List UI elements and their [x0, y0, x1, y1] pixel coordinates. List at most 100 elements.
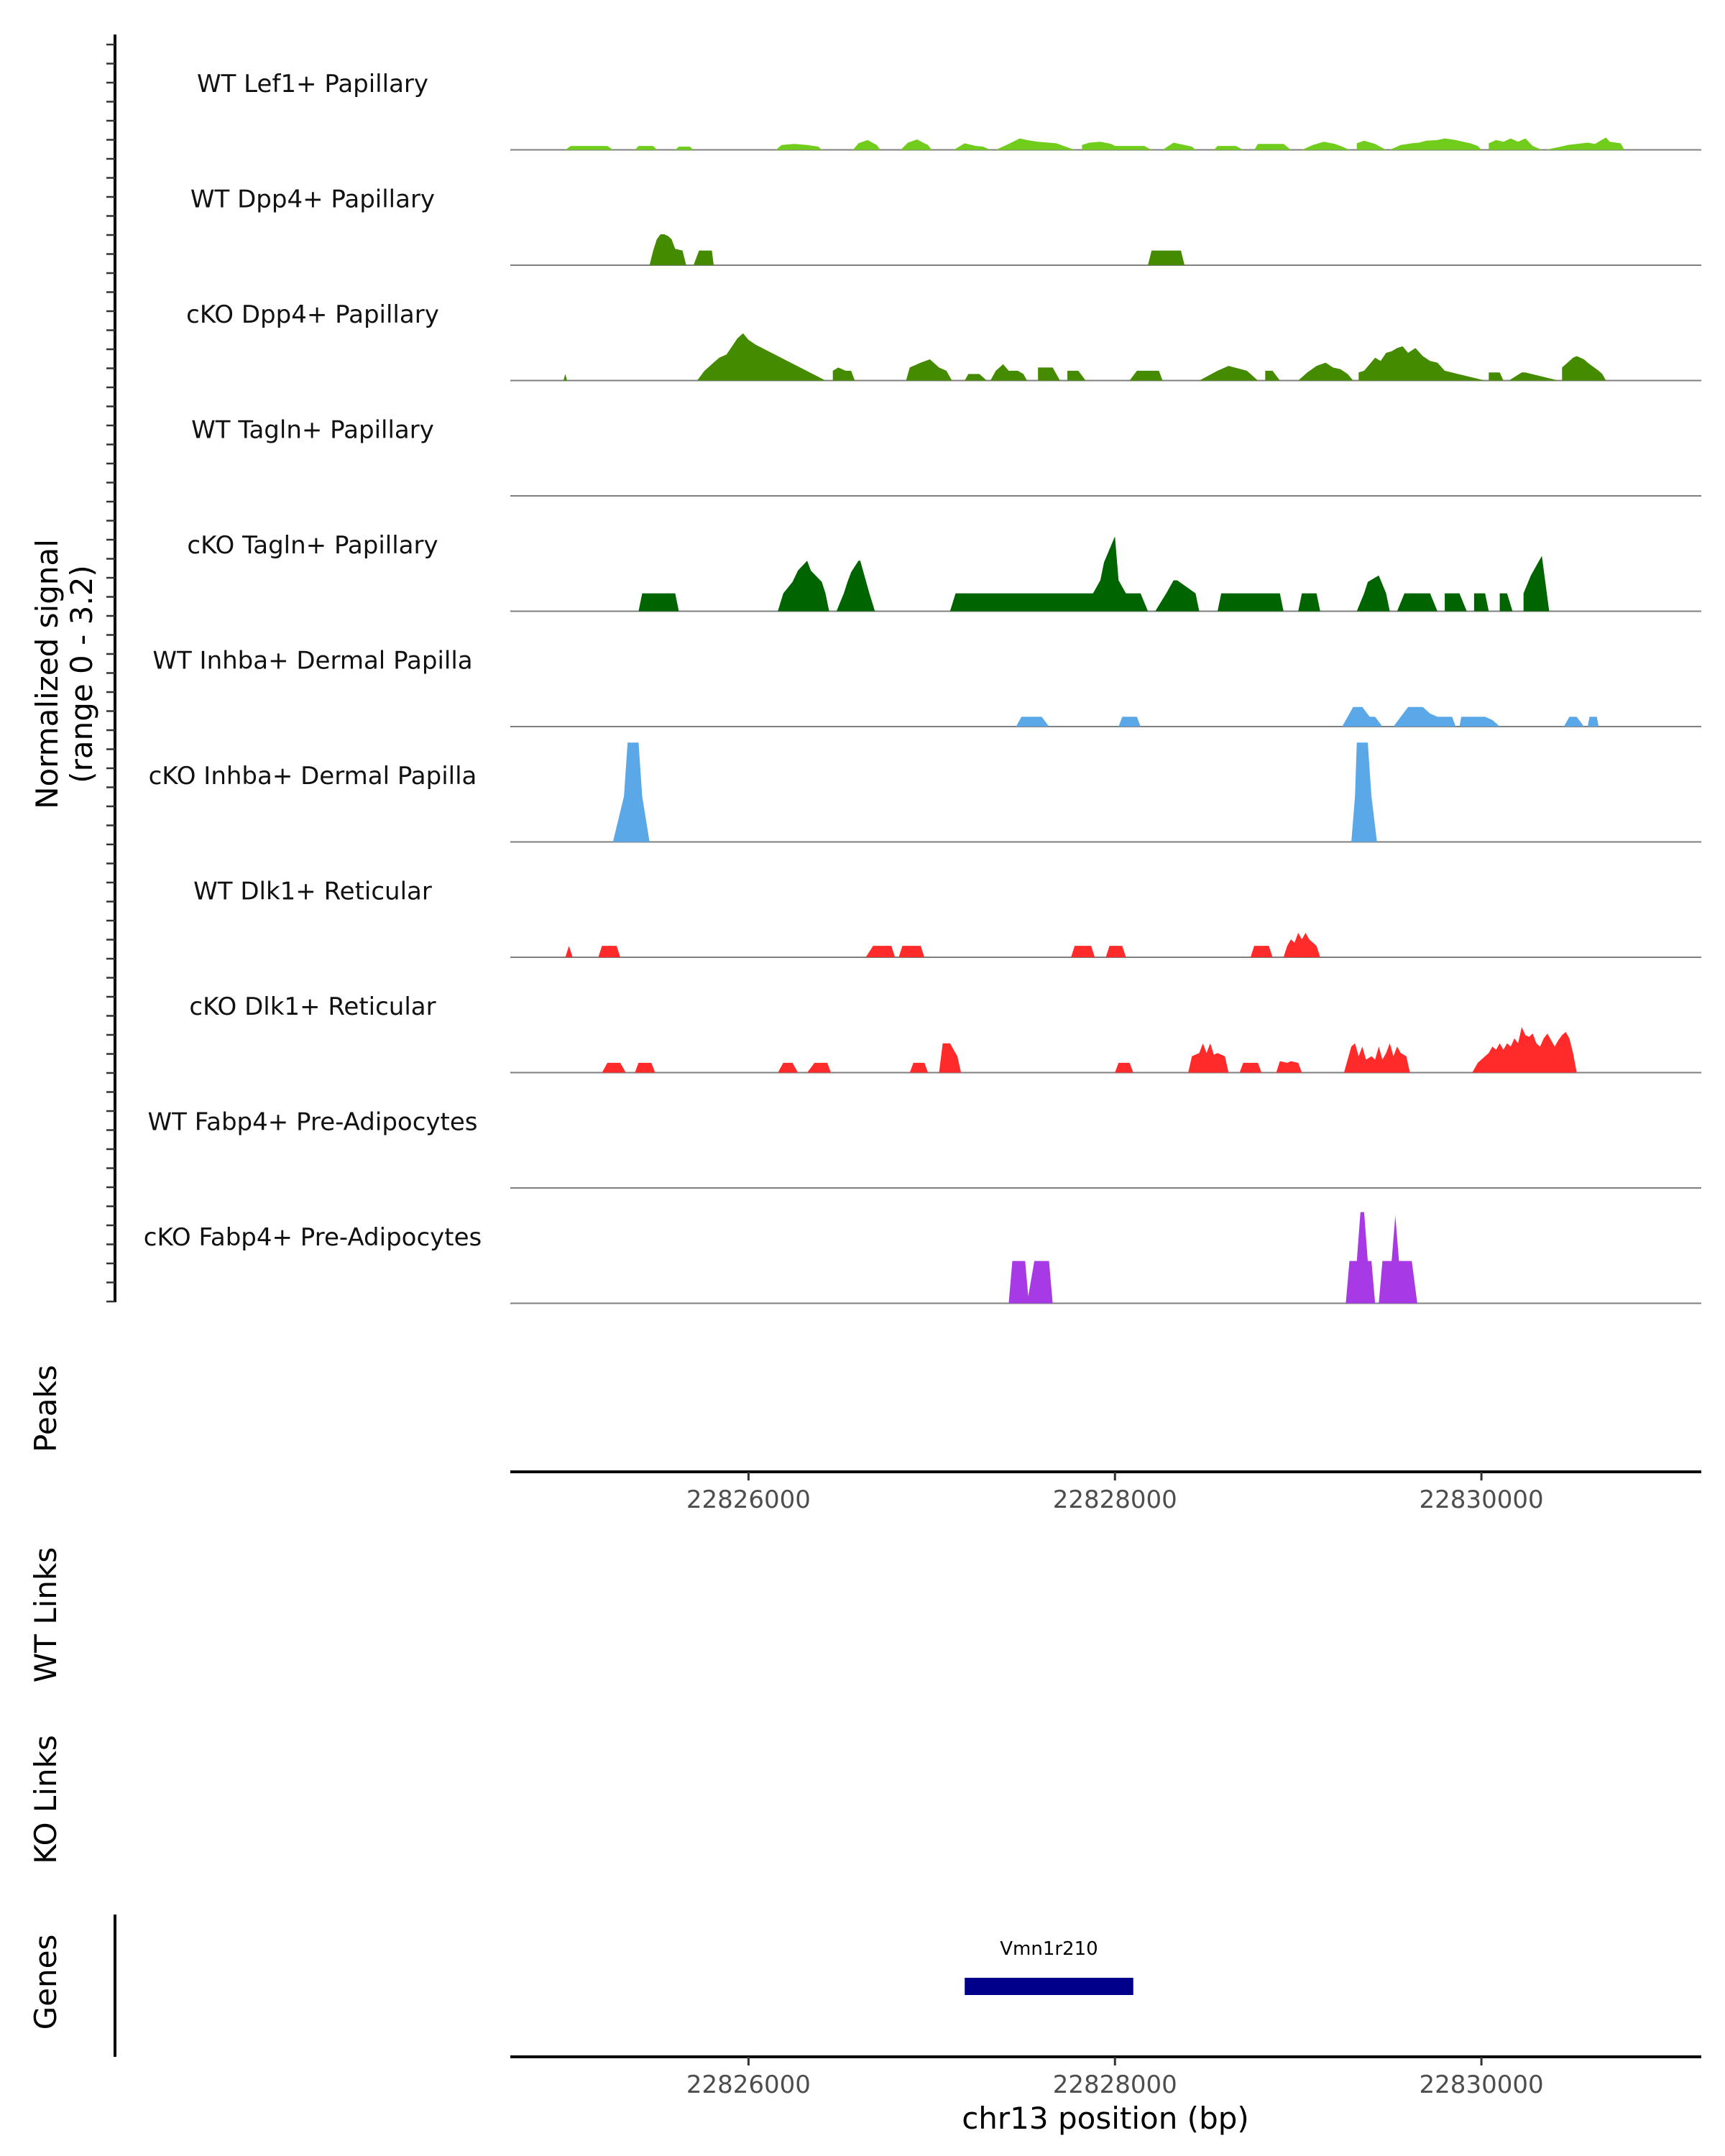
- signal-area: [836, 561, 875, 612]
- signal-area: [612, 742, 650, 842]
- signal-area: [1445, 593, 1467, 612]
- track-label: cKO Inhba+ Dermal Papilla: [149, 762, 477, 791]
- track-label: WT Inhba+ Dermal Papilla: [152, 647, 472, 676]
- signal-area: [906, 359, 952, 381]
- signal-area: [1509, 372, 1559, 381]
- signal-area: [1129, 370, 1163, 381]
- signal-area: [778, 561, 829, 612]
- signal-y-ticks: [106, 43, 115, 1303]
- signal-area: [865, 946, 896, 957]
- signal-area: [635, 1062, 656, 1073]
- signal-area: [649, 234, 686, 265]
- signal-area: [953, 143, 990, 150]
- signal-area: [939, 1043, 962, 1073]
- signal-area: [1213, 146, 1243, 150]
- signal-area: [1358, 346, 1486, 381]
- genes-x-tick-label: 22828000: [1053, 2070, 1177, 2099]
- signal-area: [1562, 356, 1606, 381]
- track-6: WT Inhba+ Dermal Papilla: [152, 647, 1701, 727]
- signal-area: [1250, 946, 1273, 957]
- signal-area: [1254, 144, 1291, 150]
- track-label: cKO Dpp4+ Papillary: [186, 300, 439, 329]
- track-5: cKO Tagln+ Papillary: [187, 531, 1701, 612]
- signal-area: [1016, 717, 1049, 727]
- track-label: cKO Dlk1+ Reticular: [189, 992, 436, 1021]
- signal-area: [1265, 370, 1280, 381]
- signal-area: [909, 1062, 929, 1073]
- signal-area: [807, 1062, 832, 1073]
- track-label: WT Fabp4+ Pre-Adipocytes: [148, 1108, 478, 1137]
- signal-area: [1026, 1261, 1053, 1304]
- x-axis-title: chr13 position (bp): [962, 2101, 1249, 2136]
- signal-area: [1162, 142, 1196, 150]
- signal-area: [1283, 933, 1320, 957]
- signal-area: [1155, 580, 1200, 612]
- signal-area: [563, 374, 567, 381]
- track-label: WT Tagln+ Papillary: [191, 416, 434, 445]
- signal-area: [1459, 717, 1500, 727]
- signal-area: [832, 367, 855, 381]
- ko-links-panel-label: KO Links: [28, 1735, 63, 1864]
- wt-links-panel-label: WT Links: [28, 1547, 63, 1682]
- signal-area: [1082, 142, 1152, 150]
- track-label: WT Dpp4+ Papillary: [190, 185, 435, 214]
- signal-area: [675, 147, 694, 150]
- gene-label: Vmn1r210: [1000, 1938, 1098, 1960]
- signal-area: [1563, 717, 1584, 727]
- signal-area: [1298, 593, 1320, 612]
- signal-area: [1199, 366, 1259, 381]
- signal-y-axis-title: Normalized signal: [29, 539, 65, 809]
- signal-area: [1218, 593, 1284, 612]
- genes-x-tick-label: 22826000: [686, 2070, 811, 2099]
- signal-area: [1105, 946, 1126, 957]
- signal-area: [901, 139, 932, 150]
- signal-area: [1393, 706, 1456, 727]
- signal-area: [1346, 1212, 1376, 1304]
- signal-tracks: WT Lef1+ Papillary WT Dpp4+ Papillary cKO …: [144, 70, 1701, 1304]
- signal-area: [949, 536, 1149, 612]
- signal-area: [990, 364, 1027, 381]
- signal-area: [776, 144, 822, 150]
- signal-y-axis-range: (range 0 - 3.2): [64, 565, 99, 783]
- peaks-x-tick-label: 22830000: [1420, 1485, 1544, 1514]
- signal-area: [1489, 372, 1504, 381]
- signal-area: [1342, 706, 1383, 727]
- signal-area: [1379, 1215, 1417, 1304]
- signal-area: [598, 946, 620, 957]
- signal-area: [1071, 946, 1095, 957]
- signal-area: [1472, 1027, 1577, 1073]
- signal-area: [1343, 1043, 1410, 1073]
- signal-area: [1067, 370, 1086, 381]
- gene-annotations: Vmn1r210: [965, 1938, 1133, 1995]
- signal-area: [852, 139, 880, 150]
- signal-area: [565, 146, 613, 150]
- signal-area: [1499, 593, 1513, 612]
- signal-area: [995, 138, 1075, 150]
- track-4: WT Tagln+ Papillary: [191, 416, 1701, 497]
- signal-area: [1545, 137, 1624, 150]
- signal-area: [1118, 717, 1141, 727]
- signal-area: [1397, 593, 1438, 612]
- track-7: cKO Inhba+ Dermal Papilla: [149, 742, 1701, 843]
- signal-area: [1351, 742, 1377, 842]
- track-1: WT Lef1+ Papillary: [197, 70, 1701, 151]
- signal-area: [1587, 717, 1599, 727]
- signal-area: [693, 250, 714, 265]
- signal-area: [965, 374, 987, 381]
- signal-area: [1276, 1061, 1302, 1073]
- peaks-x-tick-label: 22828000: [1053, 1485, 1177, 1514]
- track-10: WT Fabp4+ Pre-Adipocytes: [148, 1108, 1701, 1189]
- signal-area: [1523, 556, 1550, 612]
- signal-area: [1356, 140, 1386, 150]
- signal-area: [898, 946, 925, 957]
- signal-area: [1239, 1062, 1262, 1073]
- track-8: WT Dlk1+ Reticular: [193, 877, 1701, 958]
- signal-area: [1473, 593, 1489, 612]
- signal-area: [1298, 362, 1353, 381]
- genes-x-tick-label: 22830000: [1420, 2070, 1544, 2099]
- track-3: cKO Dpp4+ Papillary: [186, 300, 1701, 382]
- signal-area: [1038, 367, 1060, 381]
- signal-area: [635, 146, 657, 150]
- signal-area: [1188, 1043, 1229, 1073]
